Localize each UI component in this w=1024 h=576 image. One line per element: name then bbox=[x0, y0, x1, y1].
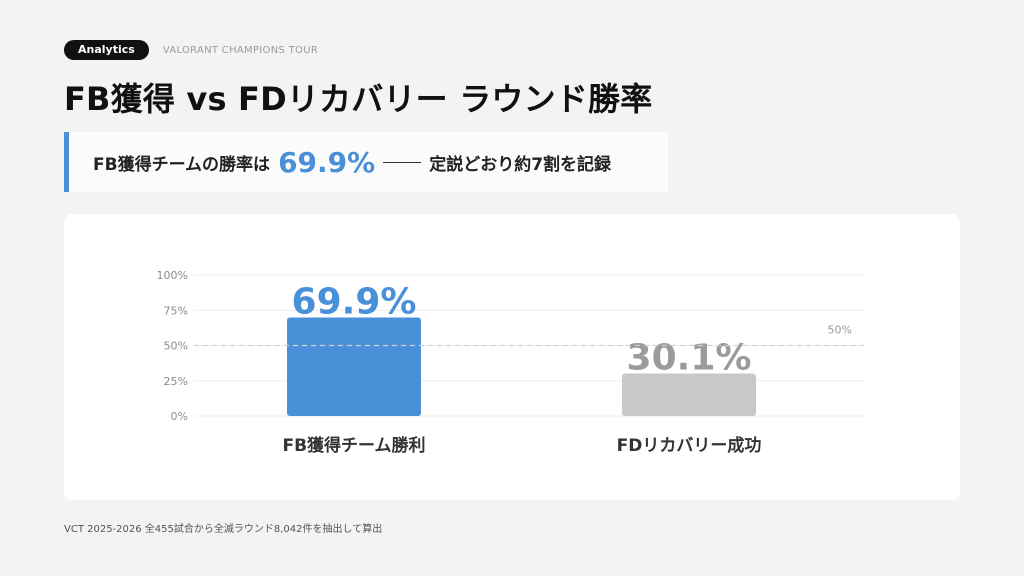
callout-dash bbox=[383, 161, 422, 163]
y-tick-label: 75% bbox=[164, 304, 188, 317]
y-tick-label: 100% bbox=[157, 269, 188, 282]
page-title: FB獲得 vs FDリカバリー ラウンド勝率 bbox=[64, 80, 653, 118]
callout-suffix: 定説どおり約7割を記録 bbox=[429, 154, 612, 175]
analytics-badge: Analytics bbox=[64, 40, 149, 60]
y-tick-label: 50% bbox=[164, 340, 188, 353]
y-tick-label: 0% bbox=[171, 410, 188, 423]
category-label: FDリカバリー成功 bbox=[617, 435, 762, 456]
bar bbox=[287, 317, 421, 416]
bar-chart: 0% 25% 50% 75% 100% 69.9% FB獲得チーム勝利 30.1% FDリカバリ… bbox=[157, 269, 864, 456]
reference-line-label: 50% bbox=[828, 324, 852, 337]
chart-card: 0% 25% 50% 75% 100% 69.9% FB獲得チーム勝利 30.1% FDリカバリ… bbox=[64, 214, 960, 500]
header-subtitle: VALORANT CHAMPIONS TOUR bbox=[162, 44, 319, 56]
bar-value-label: 30.1% bbox=[627, 338, 752, 379]
key-finding-callout: FB獲得チームの勝率は 69.9% 定説どおり約7割を記録 bbox=[64, 132, 668, 192]
y-tick-label: 25% bbox=[164, 375, 188, 388]
callout-highlight: 69.9% bbox=[278, 145, 376, 179]
footer-note: VCT 2025-2026 全455試合から全滅ラウンド8,042件を抽出して算… bbox=[64, 524, 383, 535]
category-label: FB獲得チーム勝利 bbox=[282, 435, 425, 456]
callout-prefix: FB獲得チームの勝率は bbox=[93, 154, 271, 175]
bar-value-label: 69.9% bbox=[292, 281, 417, 322]
header-meta: Analytics VALORANT CHAMPIONS TOUR bbox=[64, 40, 318, 60]
bar bbox=[622, 373, 756, 416]
